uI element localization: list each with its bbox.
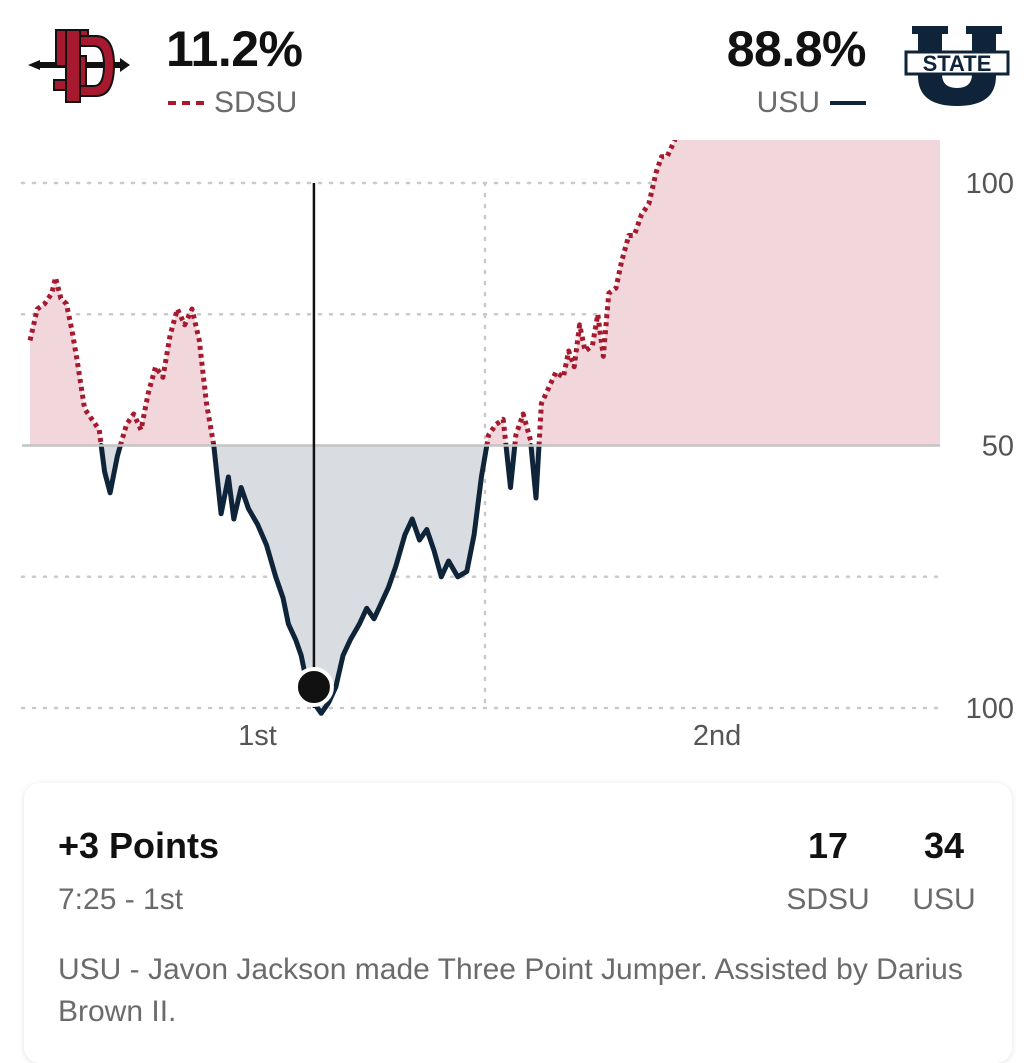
sdsu-legend: SDSU [168, 86, 297, 120]
usu-series-line-3 [211, 443, 490, 716]
win-probability-chart[interactable]: 100 50 100 1st 2nd [0, 140, 1036, 770]
sdsu-series-line-4 [484, 416, 509, 446]
sdsu-area-fill-6 [514, 414, 531, 446]
usu-line-swatch [830, 101, 866, 105]
sdsu-series-line-2 [117, 306, 217, 447]
play-time: 7:25 - 1st [58, 883, 184, 916]
usu-series-line-7 [528, 443, 542, 501]
sdsu-area-fill-4 [486, 419, 506, 446]
usu-legend: USU [757, 86, 866, 120]
y-tick-label-0: 100 [966, 168, 1014, 200]
usu-logo-text: STATE [923, 51, 992, 76]
sdsu-series-line-0 [27, 275, 104, 446]
usu-logo-icon[interactable]: STATE [904, 24, 1010, 108]
selected-play-marker [293, 667, 334, 707]
home-score: 34 [923, 825, 965, 866]
y-tick-label-2: 100 [966, 693, 1014, 725]
y-tick-label-1: 50 [982, 431, 1014, 463]
usu-win-probability: 88.8% [726, 21, 867, 77]
away-score-label: SDSU [786, 883, 870, 916]
sdsu-logo-icon[interactable] [26, 26, 132, 104]
sdsu-line-swatch [168, 101, 204, 105]
sdsu-series-line-6 [512, 411, 534, 446]
sdsu-area-fill-8 [539, 140, 940, 446]
home-score-label: USU [912, 883, 976, 916]
play-detail-card[interactable]: +3 Points 7:25 - 1st 17 34 SDSU USU USU … [24, 783, 1012, 1063]
sdsu-area-fill-2 [120, 309, 214, 446]
play-title: +3 Points [58, 825, 220, 866]
x-tick-label-1: 2nd [693, 720, 741, 752]
usu-area-fill-3 [213, 445, 487, 714]
play-description: USU - Javon Jackson made Three Point Jum… [58, 953, 963, 1028]
away-score: 17 [807, 825, 849, 866]
sdsu-win-probability: 11.2% [166, 21, 303, 77]
sdsu-legend-label: SDSU [214, 86, 298, 119]
usu-series-line-1 [98, 443, 123, 496]
usu-legend-label: USU [756, 86, 820, 119]
usu-series-line-5 [503, 443, 518, 490]
win-probability-header: 11.2% SDSU 88.8% USU STATE [0, 0, 1036, 140]
x-tick-label-0: 1st [238, 720, 277, 752]
